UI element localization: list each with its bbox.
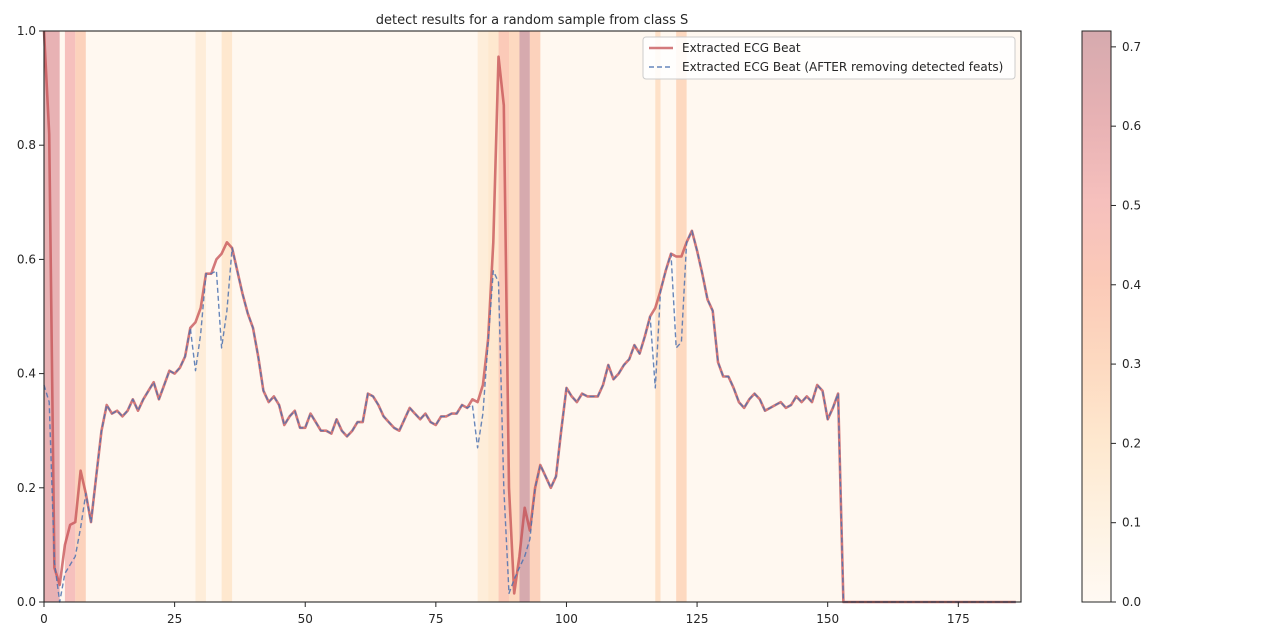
heat-bands <box>44 31 687 602</box>
y-tick-label: 0.0 <box>17 595 36 609</box>
x-tick-label: 25 <box>167 612 182 626</box>
heat-band <box>477 31 489 602</box>
colorbar-tick-label: 0.0 <box>1122 595 1141 609</box>
heat-band <box>488 31 499 602</box>
series-lines <box>42 30 1016 604</box>
colorbar-tick-label: 0.3 <box>1122 357 1141 371</box>
x-tick-label: 50 <box>298 612 313 626</box>
colorbar-gradient <box>1081 30 1112 603</box>
plot-frame <box>43 30 1022 603</box>
heat-band <box>519 31 530 602</box>
heat-band <box>498 31 509 602</box>
colorbar-tick-label: 0.4 <box>1122 278 1141 292</box>
x-tick-label: 150 <box>816 612 839 626</box>
y-axis: 0.0 0.2 0.4 0.6 0.8 1.0 <box>17 24 44 609</box>
heat-band <box>529 31 541 602</box>
x-axis: 0 25 50 75 100 125 150 175 <box>40 602 970 626</box>
legend-label: Extracted ECG Beat <box>682 41 801 55</box>
y-tick-label: 1.0 <box>17 24 36 38</box>
series-line-after-removal <box>43 230 1016 603</box>
heat-band <box>655 31 661 602</box>
chart-title: detect results for a random sample from … <box>376 13 689 28</box>
x-tick-label: 0 <box>40 612 48 626</box>
colorbar: 0.0 0.1 0.2 0.3 0.4 0.5 0.6 0.7 <box>1081 30 1141 609</box>
colorbar-ticks: 0.0 0.1 0.2 0.3 0.4 0.5 0.6 0.7 <box>1111 40 1141 609</box>
colorbar-tick-label: 0.5 <box>1122 198 1141 212</box>
y-tick-label: 0.8 <box>17 138 36 152</box>
colorbar-tick-label: 0.2 <box>1122 436 1141 450</box>
x-tick-label: 125 <box>686 612 709 626</box>
y-tick-label: 0.4 <box>17 367 36 381</box>
colorbar-tick-label: 0.6 <box>1122 119 1141 133</box>
heat-band <box>64 31 76 602</box>
heat-band <box>75 31 86 602</box>
x-tick-label: 100 <box>555 612 578 626</box>
x-tick-label: 175 <box>947 612 970 626</box>
legend-box <box>642 36 1016 80</box>
heat-band <box>508 31 520 602</box>
heat-band <box>676 31 687 602</box>
heat-band <box>221 31 233 602</box>
legend: Extracted ECG Beat Extracted ECG Beat (AF… <box>642 36 1016 80</box>
heat-band <box>195 31 206 602</box>
x-tick-label: 75 <box>428 612 443 626</box>
colorbar-tick-label: 0.1 <box>1122 516 1141 530</box>
legend-label: Extracted ECG Beat (AFTER removing detec… <box>682 60 1003 74</box>
y-tick-label: 0.2 <box>17 481 36 495</box>
colorbar-tick-label: 0.7 <box>1122 40 1141 54</box>
y-tick-label: 0.6 <box>17 252 36 266</box>
